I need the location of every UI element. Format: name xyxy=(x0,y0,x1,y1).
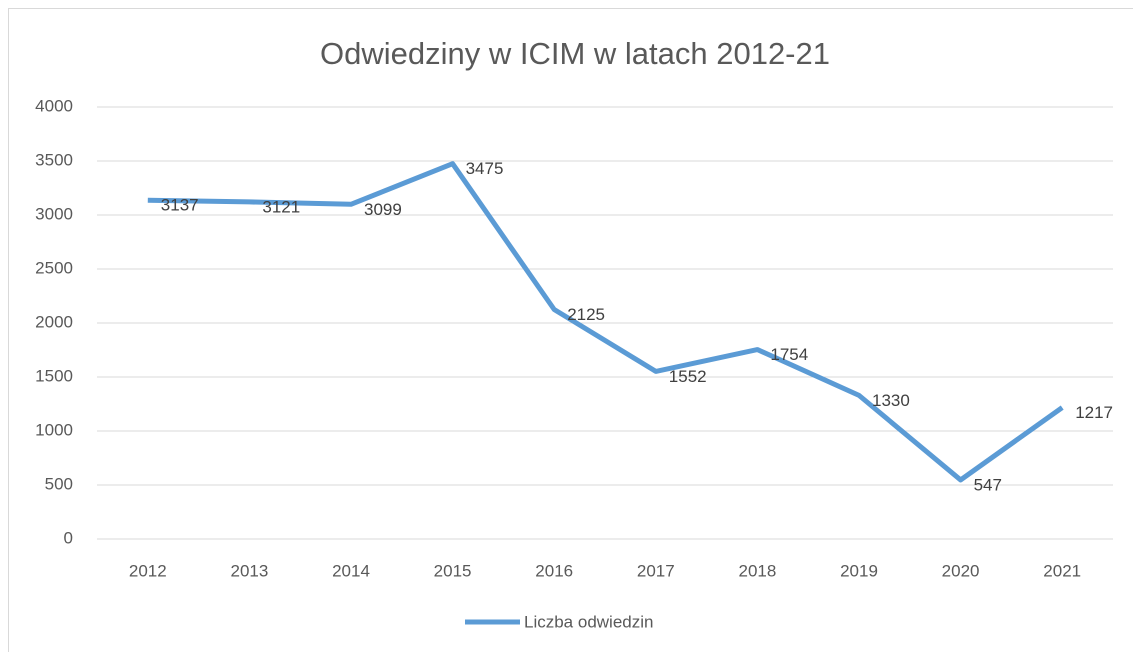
x-tick-label: 2019 xyxy=(840,561,878,580)
data-label: 1217 xyxy=(1075,403,1113,422)
x-tick-label: 2016 xyxy=(535,561,573,580)
y-tick-label: 2000 xyxy=(35,312,73,331)
data-label: 3137 xyxy=(161,196,199,215)
data-label: 1552 xyxy=(669,367,707,386)
y-tick-label: 1500 xyxy=(35,366,73,385)
legend-label: Liczba odwiedzin xyxy=(524,612,653,631)
y-tick-label: 4000 xyxy=(35,96,73,115)
data-label: 3121 xyxy=(262,197,300,216)
y-tick-label: 0 xyxy=(64,528,73,547)
y-tick-label: 3500 xyxy=(35,150,73,169)
data-label: 1330 xyxy=(872,391,910,410)
data-label: 2125 xyxy=(567,305,605,324)
y-tick-label: 500 xyxy=(45,474,73,493)
y-tick-label: 1000 xyxy=(35,420,73,439)
y-tick-label: 3000 xyxy=(35,204,73,223)
y-tick-label: 2500 xyxy=(35,258,73,277)
data-label: 3099 xyxy=(364,200,402,219)
chart-title: Odwiedziny w ICIM w latach 2012-21 xyxy=(320,36,830,71)
x-tick-label: 2018 xyxy=(738,561,776,580)
x-tick-label: 2013 xyxy=(230,561,268,580)
data-label: 547 xyxy=(974,475,1002,494)
chart-frame xyxy=(8,8,1133,652)
x-tick-label: 2015 xyxy=(434,561,472,580)
x-tick-label: 2014 xyxy=(332,561,370,580)
data-label: 1754 xyxy=(770,345,808,364)
x-tick-label: 2017 xyxy=(637,561,675,580)
x-tick-label: 2020 xyxy=(942,561,980,580)
data-line xyxy=(147,161,1064,483)
x-tick-label: 2012 xyxy=(129,561,167,580)
data-label: 3475 xyxy=(466,159,504,178)
x-tick-label: 2021 xyxy=(1043,561,1081,580)
